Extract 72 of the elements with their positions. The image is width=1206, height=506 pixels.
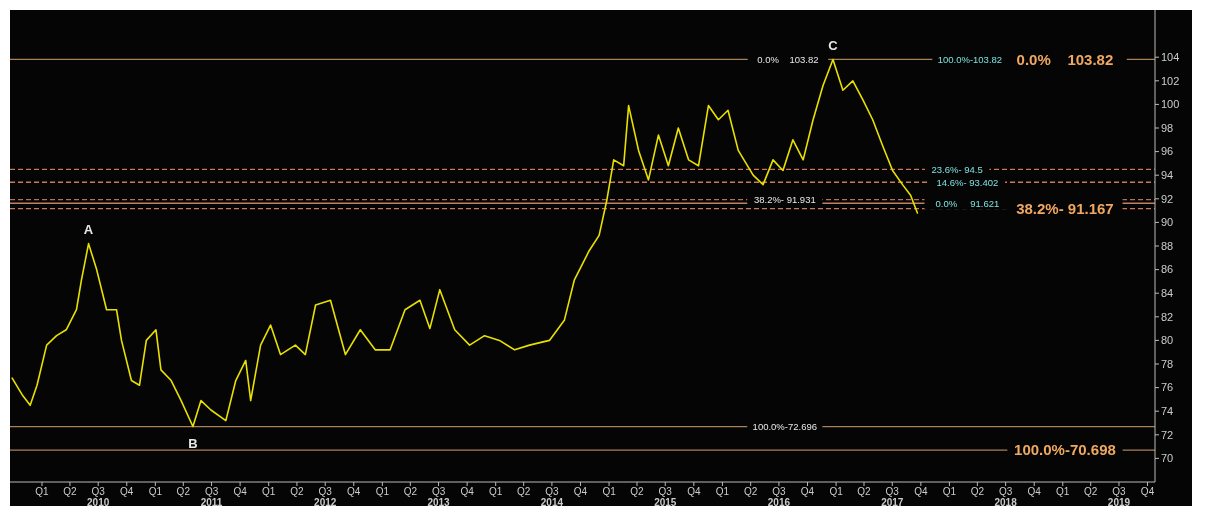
- y-tick-label: 72: [1161, 428, 1174, 441]
- x-tick-label: Q1: [602, 486, 617, 497]
- y-tick-label: 98: [1161, 121, 1174, 134]
- x-tick-label: Q3 2017: [881, 486, 904, 506]
- annotation: 0.0% 103.82: [1016, 50, 1114, 68]
- x-tick-label: Q2: [857, 486, 872, 497]
- x-tick-label: Q1: [942, 486, 957, 497]
- x-tick-label: Q4: [914, 486, 928, 497]
- y-tick-label: 76: [1161, 381, 1174, 394]
- annotation: 38.2%- 91.931: [753, 193, 816, 205]
- x-tick-label: Q4: [120, 486, 134, 497]
- x-tick-label: Q1: [1056, 486, 1070, 497]
- x-tick-label: Q2: [403, 486, 418, 497]
- x-tick-label: Q4: [233, 486, 248, 497]
- x-tick-label: Q3 2012: [314, 486, 337, 506]
- x-tick-label: Q1: [35, 486, 50, 497]
- y-tick-label: 104: [1161, 51, 1180, 64]
- annotation: 100.0%-103.82: [937, 53, 1003, 65]
- x-tick-label: Q3 2011: [200, 486, 223, 506]
- y-tick-label: 84: [1161, 287, 1174, 300]
- x-tick-label: Q2: [63, 486, 78, 497]
- x-tick-label: Q1: [262, 486, 276, 497]
- x-tick-label: Q3 2019: [1107, 486, 1131, 506]
- x-tick-label: Q4: [1027, 486, 1042, 497]
- y-tick-label: 80: [1161, 334, 1174, 347]
- x-tick-label: Q4: [800, 486, 815, 497]
- annotation: 100.0%-70.698: [1014, 441, 1116, 459]
- x-tick-label: Q2: [970, 486, 985, 497]
- x-tick-label: Q4: [687, 486, 701, 497]
- annotation: A: [83, 222, 94, 238]
- x-tick-label: Q1: [148, 486, 163, 497]
- line-series: [11, 58, 919, 428]
- x-tick-label: Q2: [176, 486, 191, 497]
- annotation: 0.0% 91.621: [935, 197, 1000, 209]
- x-tick-label: Q3 2014: [540, 486, 564, 506]
- annotation: 0.0% 103.82: [757, 53, 819, 65]
- y-tick-label: 102: [1161, 74, 1180, 87]
- annotation: 100.0%-72.696: [752, 420, 818, 432]
- x-tick-label: Q3 2013: [427, 486, 451, 506]
- y-tick-label: 88: [1161, 239, 1174, 252]
- y-tick-label: 100: [1161, 98, 1180, 111]
- x-tick-label: Q2: [1084, 486, 1098, 497]
- y-tick-label: 86: [1161, 263, 1174, 276]
- x-tick-label: Q2: [290, 486, 305, 497]
- x-tick-label: Q3 2010: [87, 486, 110, 506]
- x-tick-label: Q4: [460, 486, 475, 497]
- x-tick-label: Q1: [829, 486, 844, 497]
- annotation: B: [188, 436, 198, 452]
- x-tick-label: Q4: [1140, 486, 1155, 497]
- x-tick-label: Q2: [516, 486, 531, 497]
- y-tick-label: 70: [1161, 452, 1174, 465]
- x-tick-label: Q4: [573, 486, 588, 497]
- y-tick-label: 90: [1161, 216, 1174, 229]
- x-tick-label: Q1: [715, 486, 730, 497]
- annotation: 38.2%- 91.167: [1016, 199, 1114, 217]
- x-tick-label: Q1: [375, 486, 390, 497]
- y-tick-label: 78: [1161, 357, 1174, 370]
- y-tick-label: 74: [1161, 405, 1174, 418]
- x-tick-label: Q3 2018: [994, 486, 1018, 506]
- x-tick-label: Q3 2015: [654, 486, 677, 506]
- x-tick-label: Q2: [630, 486, 645, 497]
- x-tick-label: Q3 2016: [767, 486, 791, 506]
- x-tick-label: Q2: [743, 486, 758, 497]
- y-tick-label: 94: [1161, 169, 1174, 182]
- y-tick-label: 92: [1161, 192, 1174, 205]
- x-tick-label: Q1: [489, 486, 503, 497]
- x-tick-label: Q4: [347, 486, 361, 497]
- annotation: C: [828, 38, 839, 54]
- annotation: 23.6%- 94.5: [931, 163, 983, 175]
- annotation: 14.6%- 93.402: [936, 176, 999, 188]
- y-tick-label: 96: [1161, 145, 1174, 158]
- y-tick-label: 82: [1161, 310, 1174, 323]
